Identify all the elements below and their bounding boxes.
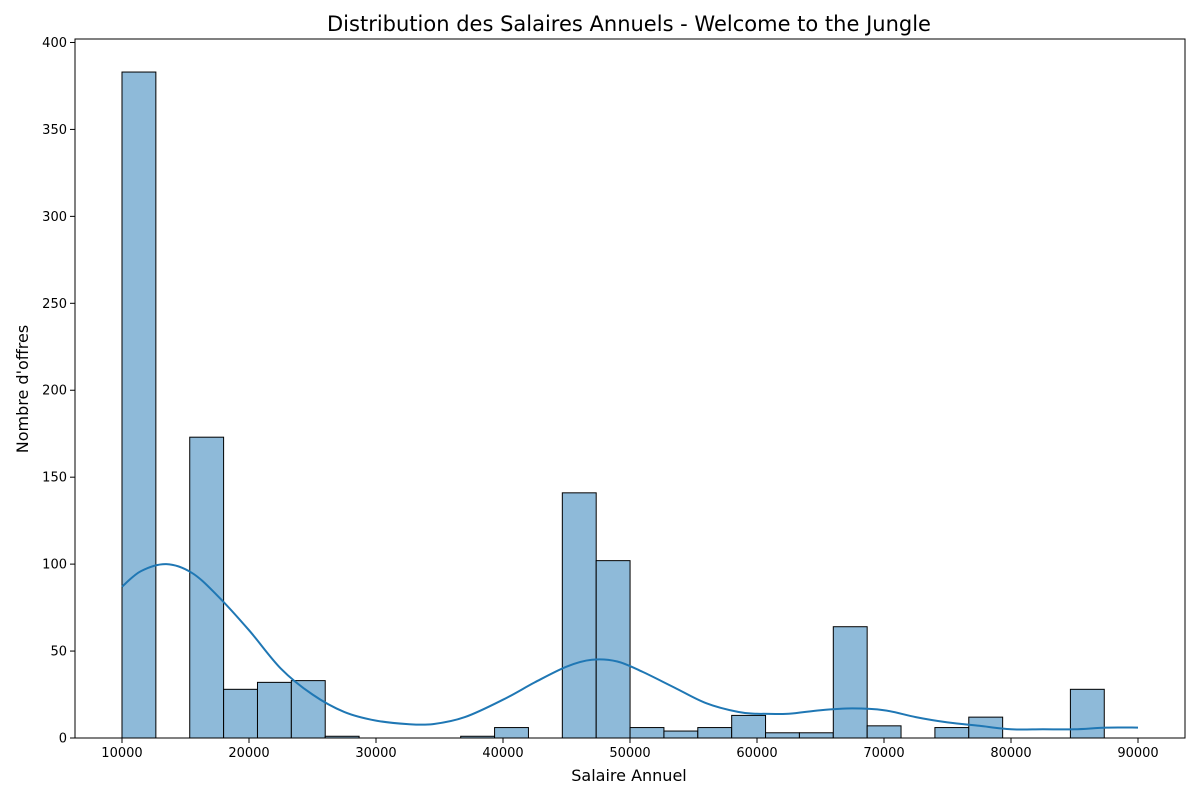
histogram-bar [866, 725, 902, 739]
y-axis-label: Nombre d'offres [13, 325, 32, 453]
y-tick-label: 300 [42, 210, 67, 225]
y-tick-label: 400 [42, 36, 67, 51]
chart-title: Distribution des Salaires Annuels - Welc… [327, 12, 931, 36]
y-tick-label: 350 [42, 123, 67, 138]
histogram-bar [731, 714, 767, 739]
histogram-bar [121, 71, 157, 739]
histogram-bar [798, 732, 834, 739]
y-axis-ticks: 0 50 100 150 200 250 300 350 400 [42, 36, 75, 747]
histogram-bar [290, 680, 326, 739]
histogram-bar [1069, 688, 1105, 739]
y-tick-label: 150 [42, 471, 67, 486]
histogram-bar [561, 492, 597, 739]
histogram-bar [765, 732, 800, 739]
y-tick-label: 0 [59, 732, 67, 747]
kde-curve [121, 563, 1139, 731]
y-tick-label: 100 [42, 558, 67, 573]
x-tick-label: 20000 [228, 746, 269, 761]
y-tick-label: 200 [42, 384, 67, 399]
histogram-bar [595, 560, 631, 739]
histogram-bar [189, 436, 225, 739]
x-tick-label: 70000 [863, 746, 904, 761]
x-tick-label: 40000 [482, 746, 523, 761]
x-tick-label: 50000 [609, 746, 650, 761]
x-axis-ticks: 10000 20000 30000 40000 50000 60000 70000 80000… [101, 738, 1159, 761]
y-tick-label: 50 [50, 645, 67, 660]
histogram-bar [494, 727, 529, 739]
x-axis-label: Salaire Annuel [571, 766, 686, 785]
histogram-bar [629, 727, 665, 739]
histogram-bar [223, 688, 258, 739]
histogram-bar [832, 626, 868, 739]
x-tick-label: 80000 [990, 746, 1031, 761]
histogram-bar [663, 730, 699, 739]
x-tick-label: 90000 [1117, 746, 1158, 761]
histogram-bar [934, 727, 970, 739]
histogram-bars [121, 71, 1105, 739]
x-tick-label: 60000 [736, 746, 777, 761]
histogram-bar [256, 681, 292, 739]
histogram-bar [697, 727, 733, 739]
x-tick-label: 30000 [355, 746, 396, 761]
y-tick-label: 250 [42, 297, 67, 312]
x-tick-label: 10000 [101, 746, 142, 761]
